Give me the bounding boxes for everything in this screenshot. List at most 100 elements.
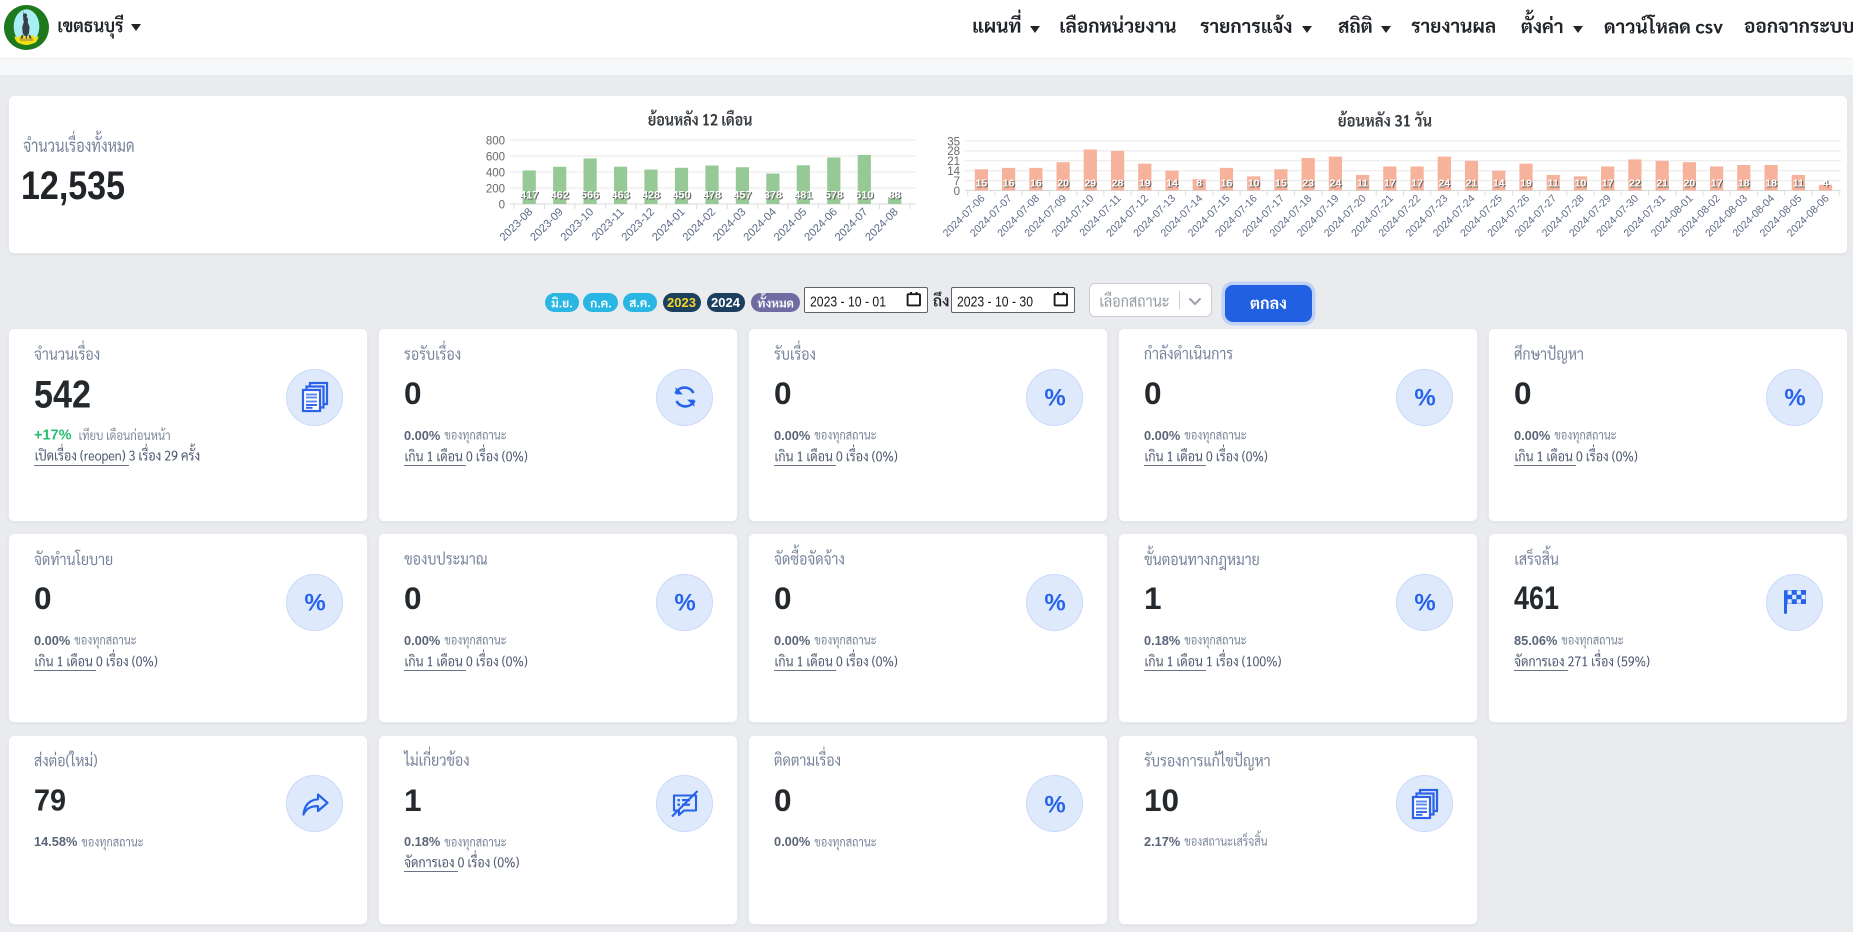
svg-text:18: 18	[1766, 178, 1778, 190]
svg-text:0: 0	[774, 782, 792, 818]
svg-text:478: 478	[703, 189, 721, 201]
svg-text:0: 0	[499, 199, 505, 211]
svg-text:463: 463	[611, 189, 629, 201]
svg-text:35: 35	[947, 136, 960, 148]
svg-text:10: 10	[1248, 177, 1260, 189]
svg-text:%: %	[1414, 385, 1435, 412]
svg-text:2024-03: 2024-03	[711, 206, 749, 244]
svg-text:0.18%: 0.18%	[404, 834, 441, 849]
svg-text:17: 17	[1385, 178, 1397, 190]
svg-text:450: 450	[673, 190, 691, 202]
svg-text:0.00%: 0.00%	[774, 834, 811, 849]
svg-text:2023 - 10 - 30: 2023 - 10 - 30	[957, 294, 1033, 310]
svg-text:378: 378	[765, 190, 783, 202]
svg-text:566: 566	[581, 189, 599, 201]
svg-text:17: 17	[1712, 178, 1724, 190]
svg-text:15: 15	[1276, 178, 1288, 190]
svg-text:+17%: +17%	[34, 427, 72, 443]
svg-text:21: 21	[1467, 178, 1479, 190]
svg-text:17: 17	[1711, 177, 1723, 189]
svg-text:18: 18	[1739, 178, 1751, 190]
svg-text:400: 400	[486, 167, 505, 179]
svg-text:0.00%: 0.00%	[774, 633, 811, 648]
svg-text:2024-06: 2024-06	[802, 206, 840, 244]
svg-text:24: 24	[1331, 178, 1343, 190]
svg-text:11: 11	[1357, 177, 1368, 189]
svg-text:8: 8	[1197, 178, 1203, 190]
svg-text:10: 10	[1575, 177, 1587, 189]
svg-text:461: 461	[1514, 580, 1559, 616]
svg-text:610: 610	[856, 190, 874, 202]
svg-text:450: 450	[672, 189, 690, 201]
svg-text:88: 88	[889, 189, 901, 201]
svg-text:%: %	[1784, 385, 1805, 412]
svg-text:15: 15	[977, 178, 989, 190]
svg-text:2024-01: 2024-01	[650, 206, 688, 244]
svg-text:85.06%: 85.06%	[1514, 633, 1558, 648]
svg-text:2023-12: 2023-12	[620, 206, 658, 244]
svg-text:19: 19	[1520, 177, 1532, 189]
svg-text:%: %	[1044, 791, 1065, 818]
svg-text:18: 18	[1765, 177, 1777, 189]
svg-text:0: 0	[774, 375, 792, 411]
svg-text:%: %	[304, 590, 325, 617]
svg-text:22: 22	[1630, 178, 1642, 190]
svg-text:800: 800	[486, 135, 505, 147]
svg-text:2024-05: 2024-05	[772, 206, 810, 244]
svg-text:16: 16	[1003, 177, 1015, 189]
svg-text:%: %	[1044, 385, 1065, 412]
svg-text:24: 24	[1330, 177, 1342, 189]
svg-text:17: 17	[1411, 177, 1423, 189]
svg-text:28: 28	[947, 146, 960, 158]
svg-text:2023-08: 2023-08	[498, 206, 536, 244]
svg-text:17: 17	[1603, 178, 1615, 190]
svg-text:10: 10	[1144, 782, 1179, 818]
svg-text:463: 463	[613, 190, 631, 202]
svg-text:481: 481	[794, 189, 812, 201]
svg-text:417: 417	[521, 190, 539, 202]
svg-text:20: 20	[1057, 177, 1069, 189]
svg-text:2023: 2023	[667, 295, 696, 310]
svg-text:19: 19	[1521, 178, 1533, 190]
svg-text:457: 457	[734, 190, 752, 202]
svg-text:18: 18	[1738, 177, 1750, 189]
svg-text:11: 11	[1548, 177, 1559, 189]
svg-text:0: 0	[1514, 375, 1532, 411]
svg-text:14: 14	[1493, 177, 1505, 189]
svg-text:2024: 2024	[711, 295, 741, 310]
svg-text:17: 17	[1412, 178, 1424, 190]
svg-text:20: 20	[1684, 177, 1696, 189]
svg-text:428: 428	[642, 189, 660, 201]
svg-text:17: 17	[1384, 177, 1396, 189]
svg-text:14.58%: 14.58%	[34, 834, 78, 849]
svg-text:2023-10: 2023-10	[559, 206, 597, 244]
svg-text:0: 0	[404, 375, 422, 411]
svg-text:16: 16	[1031, 178, 1043, 190]
svg-text:21: 21	[947, 156, 960, 168]
svg-text:21: 21	[1656, 177, 1668, 189]
svg-text:0.18%: 0.18%	[1144, 633, 1181, 648]
svg-text:19: 19	[1140, 178, 1152, 190]
svg-text:0.00%: 0.00%	[774, 428, 811, 443]
svg-text:600: 600	[486, 151, 505, 163]
svg-text:20: 20	[1058, 178, 1070, 190]
svg-text:14: 14	[1494, 178, 1506, 190]
svg-text:16: 16	[1221, 177, 1233, 189]
svg-text:14: 14	[1166, 177, 1178, 189]
svg-text:0: 0	[1144, 375, 1162, 411]
svg-text:0.00%: 0.00%	[1144, 428, 1181, 443]
svg-text:0: 0	[774, 580, 792, 616]
svg-text:12,535: 12,535	[21, 163, 125, 207]
svg-text:417: 417	[520, 189, 538, 201]
svg-text:457: 457	[733, 189, 751, 201]
svg-text:8: 8	[1196, 177, 1202, 189]
svg-text:566: 566	[582, 190, 600, 202]
svg-text:4: 4	[1824, 178, 1830, 190]
svg-text:2024-08: 2024-08	[863, 206, 901, 244]
svg-text:11: 11	[1358, 178, 1369, 190]
svg-text:578: 578	[826, 190, 844, 202]
svg-text:24: 24	[1440, 178, 1452, 190]
svg-text:16: 16	[1030, 177, 1042, 189]
svg-text:23: 23	[1302, 177, 1314, 189]
svg-text:481: 481	[795, 190, 813, 202]
